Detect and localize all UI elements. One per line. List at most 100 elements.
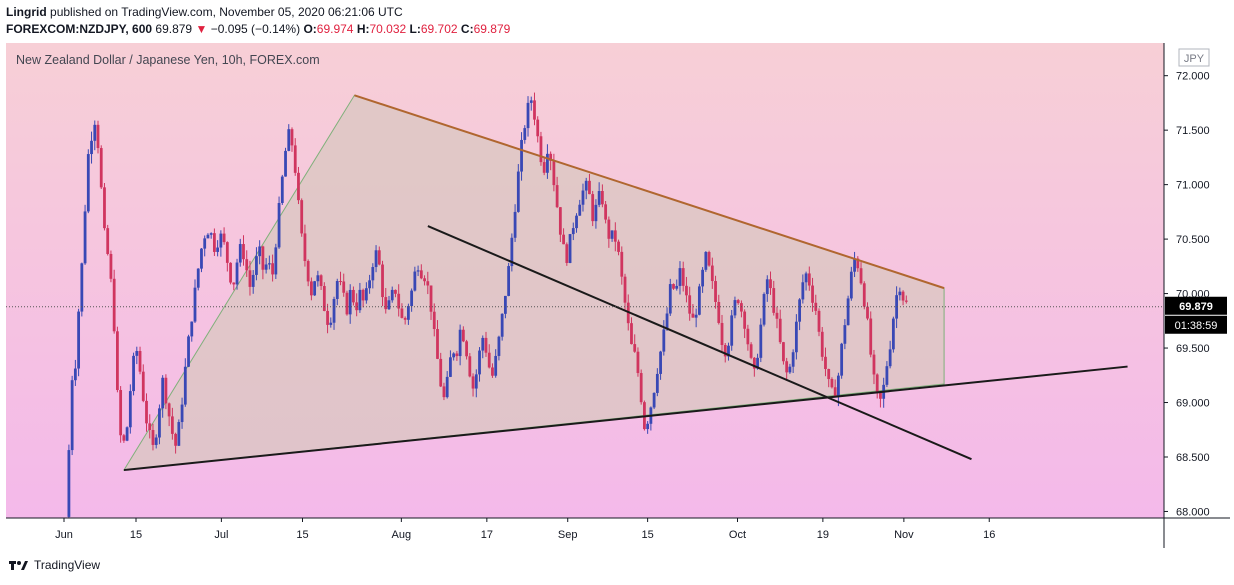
open-key: O: xyxy=(303,22,317,36)
candle-body xyxy=(730,315,734,346)
candle xyxy=(335,278,339,306)
candle-body xyxy=(151,429,155,445)
candle-body xyxy=(423,278,426,282)
candle-body xyxy=(549,153,553,161)
candle-body xyxy=(785,361,789,373)
candle-body xyxy=(458,329,462,357)
candle-body xyxy=(749,344,753,358)
candle-body xyxy=(200,248,203,269)
candle xyxy=(500,313,504,341)
candle-body xyxy=(371,267,375,281)
candle-body xyxy=(374,250,378,268)
candle xyxy=(280,174,284,205)
candle xyxy=(804,271,808,291)
candle-body xyxy=(879,391,882,399)
candle xyxy=(196,268,200,291)
candle-body xyxy=(416,270,420,272)
candle xyxy=(526,96,530,137)
y-tick-label: 68.500 xyxy=(1176,452,1210,464)
candle-body xyxy=(584,180,588,191)
candle xyxy=(520,132,523,181)
candle-body xyxy=(807,273,811,286)
candle-body xyxy=(410,290,414,307)
candle xyxy=(206,233,210,239)
candle xyxy=(814,294,818,316)
candle-body xyxy=(788,366,792,373)
candle xyxy=(458,324,462,366)
candle xyxy=(588,173,591,195)
candle-body xyxy=(578,204,582,216)
candle xyxy=(423,275,426,286)
candle-body xyxy=(258,246,262,257)
candle-body xyxy=(449,357,452,377)
open-value: 69.974 xyxy=(316,22,354,36)
candle xyxy=(513,204,517,242)
candle xyxy=(410,288,414,312)
ohlc-line: FOREXCOM:NZDJPY, 600 69.879 ▼ −0.095 (−0… xyxy=(6,22,511,36)
candle xyxy=(591,190,595,227)
candle xyxy=(607,216,611,248)
candle xyxy=(853,251,856,278)
candle-body xyxy=(720,322,724,346)
candle xyxy=(536,116,540,143)
candle-body xyxy=(77,311,81,369)
candle-body xyxy=(277,203,281,248)
candle-body xyxy=(507,266,511,296)
candle-body xyxy=(723,345,727,357)
candle-body xyxy=(707,252,711,266)
candle-body xyxy=(148,423,152,430)
candle-body xyxy=(681,268,685,286)
candle xyxy=(662,320,666,356)
candle-body xyxy=(843,325,847,344)
candle-body xyxy=(866,306,869,319)
candle xyxy=(290,127,294,152)
candle xyxy=(507,262,511,297)
candle xyxy=(209,232,213,239)
symbol-label: FOREXCOM:NZDJPY xyxy=(6,22,126,36)
candle-body xyxy=(106,228,110,254)
candle-body xyxy=(714,281,717,302)
candle-body xyxy=(280,176,284,204)
candle xyxy=(99,145,103,190)
currency-label: JPY xyxy=(1184,53,1205,65)
candle-body xyxy=(326,310,329,325)
candle xyxy=(361,288,365,308)
candle xyxy=(872,349,876,385)
candle xyxy=(112,269,116,334)
candle xyxy=(455,350,459,361)
upper-trendline xyxy=(354,94,945,290)
candle xyxy=(200,247,203,273)
candle xyxy=(313,280,317,296)
candle-body xyxy=(183,366,187,405)
candle xyxy=(419,264,423,280)
candle-body xyxy=(500,313,504,337)
candle-body xyxy=(426,281,430,286)
candle-body xyxy=(445,376,449,398)
tradingview-logo-icon xyxy=(9,561,28,570)
candle-body xyxy=(811,285,814,303)
candle-body xyxy=(846,298,850,326)
chart-container[interactable]: 72.000 71.500 71.000 70.500 70.000 69.500 69.0… xyxy=(6,43,1230,548)
x-tick-label: Nov xyxy=(894,529,914,541)
candle-body xyxy=(604,204,608,220)
candle xyxy=(242,235,245,266)
candle-body xyxy=(400,308,404,318)
price-chart[interactable]: 72.00071.50071.00070.50070.00069.50069.0… xyxy=(6,43,1230,548)
candle xyxy=(494,349,498,378)
candle-body xyxy=(255,256,258,275)
candle xyxy=(261,245,265,280)
candle-body xyxy=(419,270,423,279)
candle-body xyxy=(436,329,439,359)
candle-body xyxy=(853,258,856,272)
candle xyxy=(306,259,310,287)
candle-body xyxy=(203,238,207,249)
published-text: published on TradingView.com, November 0… xyxy=(50,5,403,19)
candle xyxy=(416,265,420,277)
candle xyxy=(820,327,824,361)
candle xyxy=(604,200,608,224)
candle-body xyxy=(904,300,908,302)
candle-body xyxy=(817,310,821,332)
candle-body xyxy=(691,313,695,318)
candle-body xyxy=(248,270,252,287)
candle-body xyxy=(546,153,549,173)
